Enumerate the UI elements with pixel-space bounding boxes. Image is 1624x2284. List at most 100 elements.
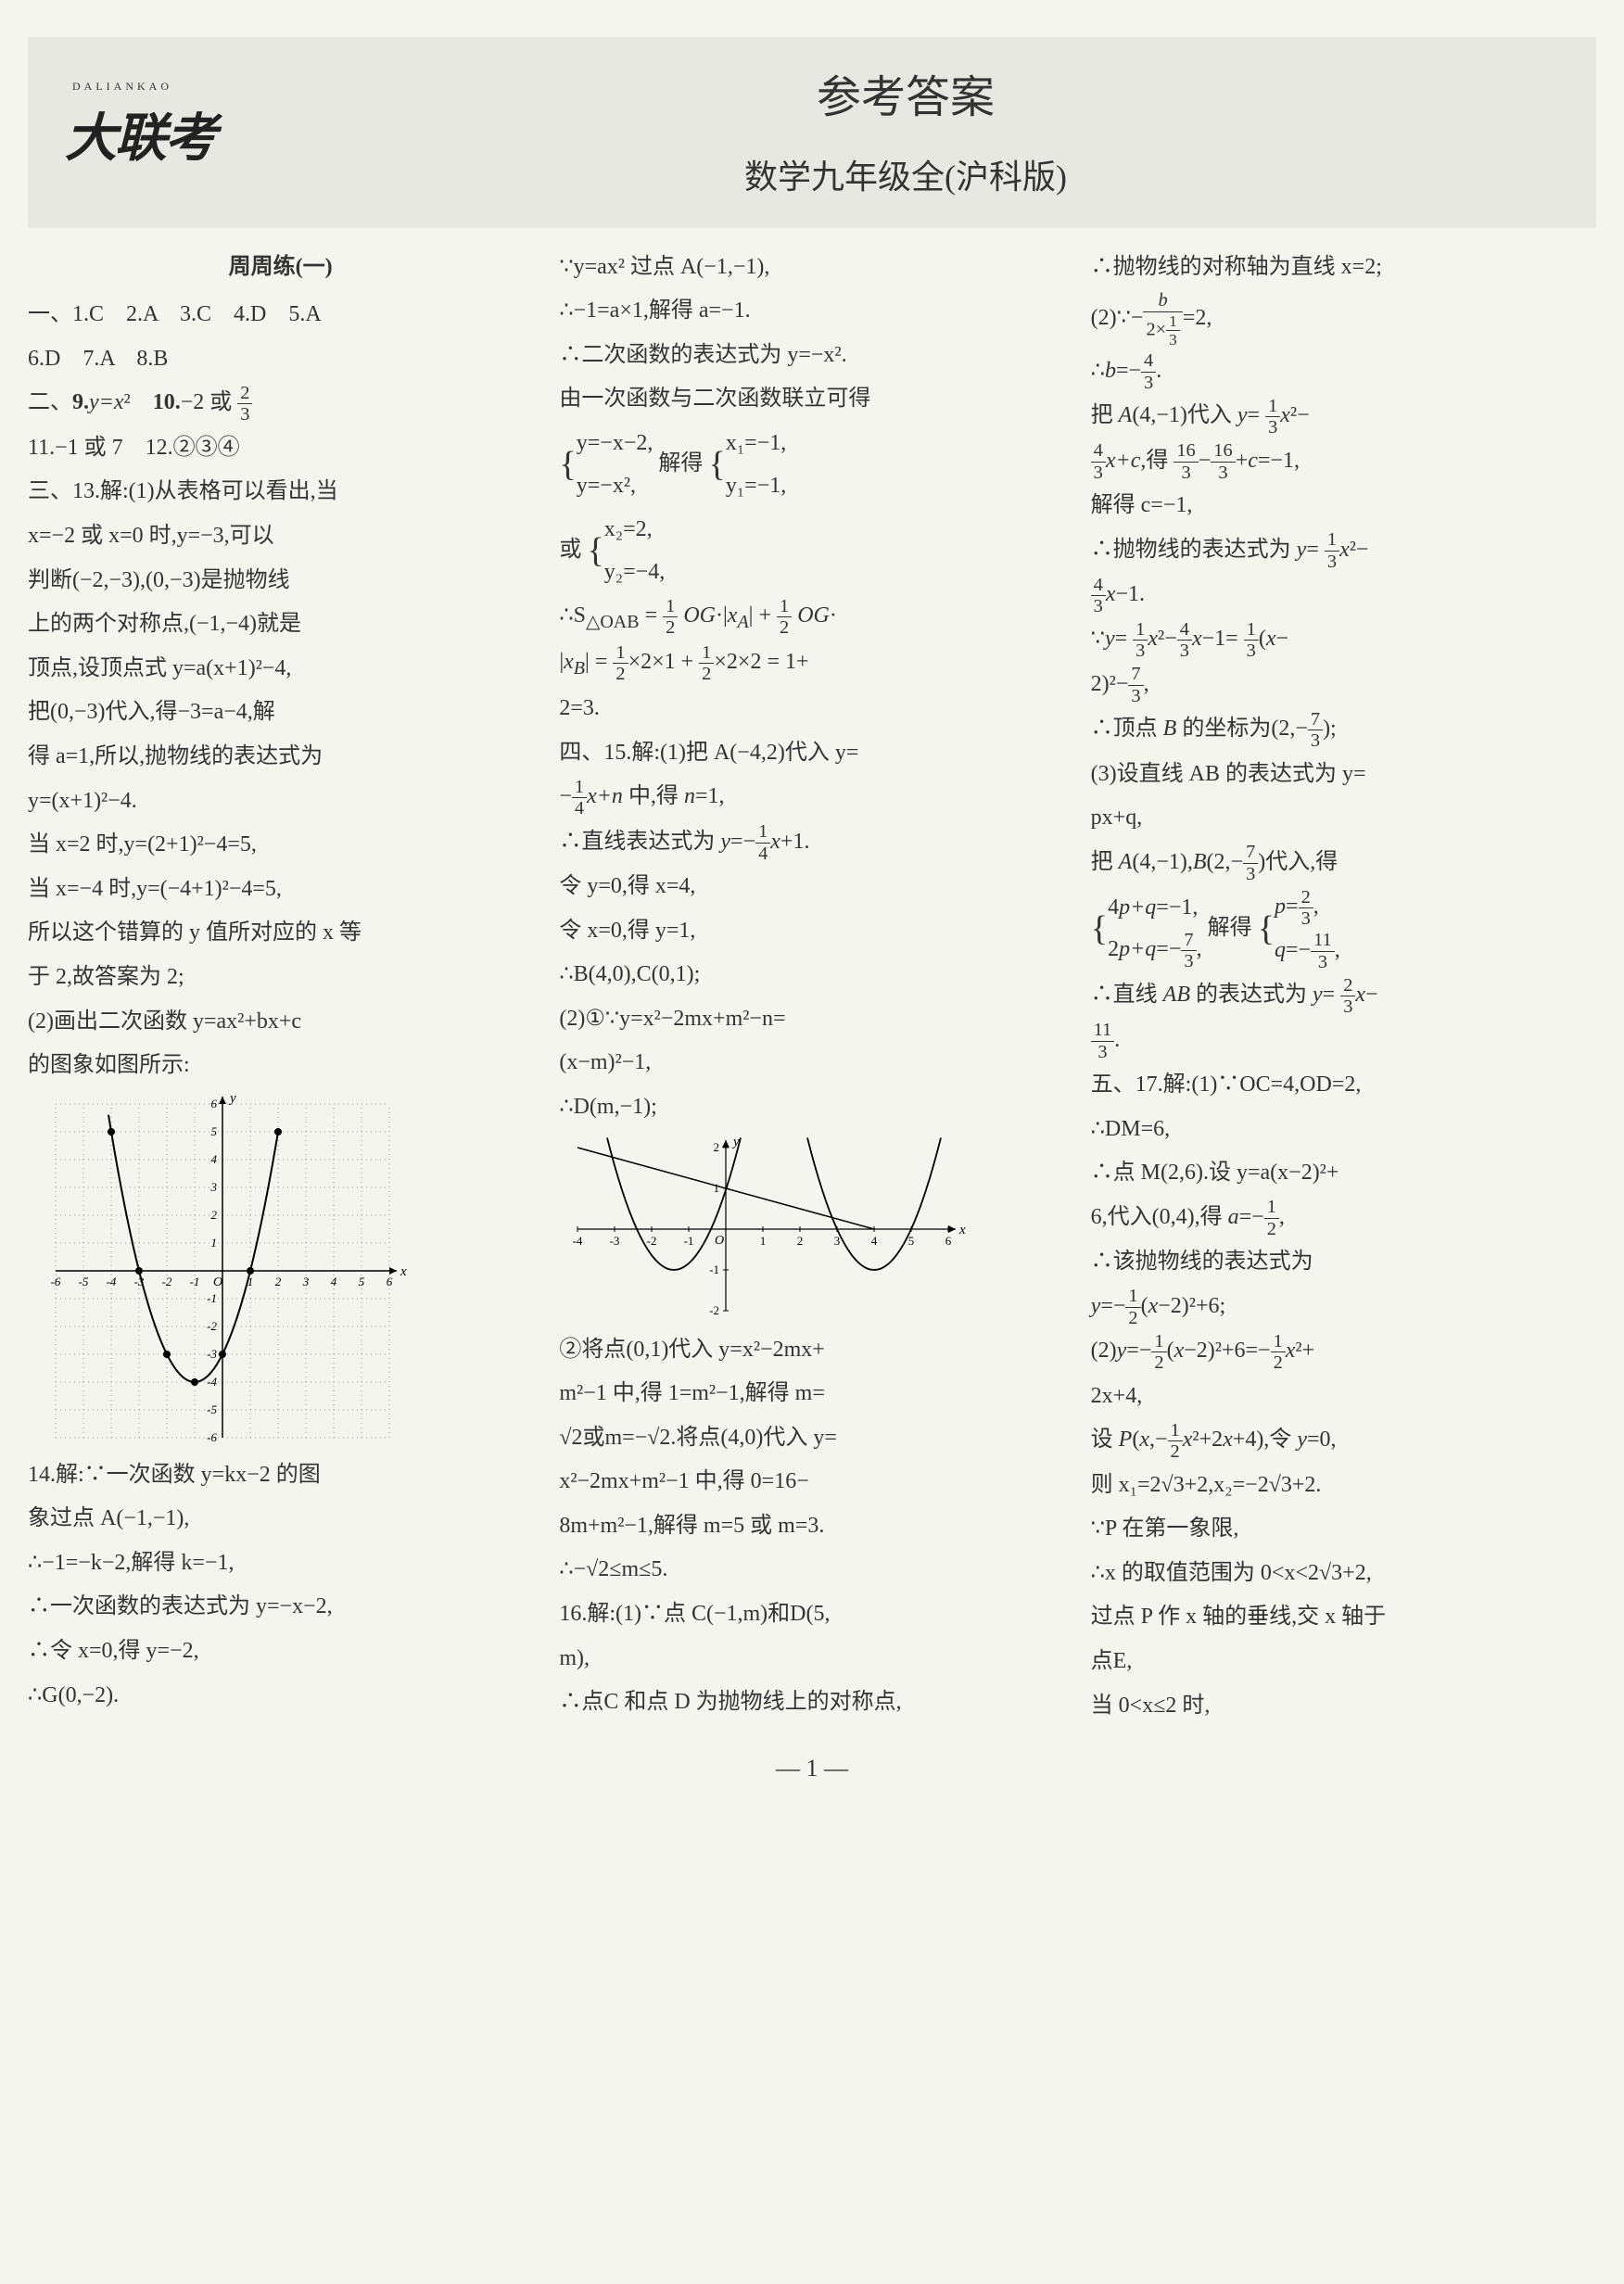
svg-text:-1: -1: [190, 1275, 200, 1288]
solution-text: ∴直线表达式为 y=−14x+1.: [559, 821, 1064, 864]
graph-svg: -6-5-4-3-2-1123456-6-5-4-3-2-1123456Oxy: [28, 1095, 417, 1447]
svg-text:x: x: [400, 1264, 407, 1279]
solution-text: (2)①∵y=x²−2mx+m²−n=: [559, 998, 1064, 1041]
solution-text: ∴抛物线的对称轴为直线 x=2;: [1091, 247, 1596, 289]
svg-text:1: 1: [211, 1236, 218, 1250]
svg-text:-2: -2: [207, 1319, 217, 1333]
solution-text: ∴顶点 B 的坐标为(2,−73);: [1091, 708, 1596, 751]
svg-text:-1: -1: [207, 1291, 217, 1305]
solution-text: 把 A(4,−1),B(2,−73)代入,得: [1091, 842, 1596, 884]
svg-text:6: 6: [945, 1234, 952, 1248]
solution-text: m²−1 中,得 1=m²−1,解得 m=: [559, 1373, 1064, 1415]
svg-text:-1: -1: [684, 1234, 694, 1248]
svg-text:x: x: [958, 1223, 966, 1237]
logo-pinyin: DALIANKAO: [72, 76, 215, 97]
solution-text: 五、17.解:(1)∵OC=4,OD=2,: [1091, 1064, 1596, 1107]
solution-text: ∴抛物线的表达式为 y= 13x²−: [1091, 529, 1596, 572]
page-subtitle: 数学九年级全(沪科版): [252, 146, 1559, 209]
solution-text: x=−2 或 x=0 时,y=−3,可以: [28, 515, 533, 558]
svg-text:5: 5: [908, 1234, 915, 1248]
solution-text: ②将点(0,1)代入 y=x²−2mx+: [559, 1329, 1064, 1372]
svg-text:-5: -5: [79, 1275, 89, 1288]
svg-text:y: y: [228, 1095, 236, 1106]
weekly-title: 周周练(一): [28, 247, 533, 289]
equation-system: { 4p+q=−1, 2p+q=−73, 解得 { p=23, q=−113,: [1091, 886, 1596, 972]
solution-text: 43x−1.: [1091, 574, 1596, 616]
solution-text: (2)∵−b2×13=2,: [1091, 290, 1596, 349]
page-title: 参考答案: [252, 56, 1559, 140]
solution-text: ∵y=ax² 过点 A(−1,−1),: [559, 247, 1064, 289]
solution-text: ∴点 M(2,6).设 y=a(x−2)²+: [1091, 1152, 1596, 1195]
solution-text: y=−12(x−2)²+6;: [1091, 1286, 1596, 1328]
solution-text: 2=3.: [559, 688, 1064, 730]
solution-text: y=(x+1)²−4.: [28, 780, 533, 823]
svg-text:3: 3: [302, 1275, 310, 1288]
svg-text:2: 2: [211, 1208, 218, 1222]
equation-system: { y=−x−2, y=−x², 解得 { x₁=−1, y₁=−1,: [559, 423, 1064, 507]
solution-text: 2)²−73,: [1091, 664, 1596, 706]
svg-text:1: 1: [760, 1234, 767, 1248]
solution-text: 把(0,−3)代入,得−3=a−4,解: [28, 692, 533, 734]
graph-svg: -4-3-2-1123456-2-112Oxy: [559, 1136, 967, 1322]
solution-text: 16.解:(1)∵点 C(−1,m)和D(5,: [559, 1593, 1064, 1636]
svg-text:2: 2: [797, 1234, 804, 1248]
solution-text: ∵y= 13x²−43x−1= 13(x−: [1091, 618, 1596, 661]
content-columns: 周周练(一) 一、1.C 2.A 3.C 4.D 5.A 6.D 7.A 8.B…: [28, 247, 1596, 1728]
solution-text: 三、13.解:(1)从表格可以看出,当: [28, 471, 533, 514]
solution-text: 113.: [1091, 1020, 1596, 1062]
solution-text: ∴令 x=0,得 y=−2,: [28, 1631, 533, 1673]
solution-text: 点E,: [1091, 1641, 1596, 1683]
solution-text: 令 x=0,得 y=1,: [559, 910, 1064, 953]
svg-text:3: 3: [210, 1180, 218, 1194]
solution-text: ∴点C 和点 D 为抛物线上的对称点,: [559, 1681, 1064, 1724]
solution-text: 当 x=−4 时,y=(−4+1)²−4=5,: [28, 869, 533, 911]
solution-text: 象过点 A(−1,−1),: [28, 1498, 533, 1541]
logo: 大联考: [65, 110, 215, 168]
svg-text:4: 4: [871, 1234, 878, 1248]
page-number: — 1 —: [28, 1745, 1596, 1791]
solution-text: (2)y=−12(x−2)²+6=−12x²+: [1091, 1330, 1596, 1373]
svg-text:-6: -6: [51, 1275, 61, 1288]
solution-text: 由一次函数与二次函数联立可得: [559, 378, 1064, 421]
svg-text:-4: -4: [573, 1234, 583, 1248]
svg-text:-4: -4: [207, 1375, 217, 1389]
solution-text: ∴B(4,0),C(0,1);: [559, 954, 1064, 996]
svg-text:-4: -4: [107, 1275, 117, 1288]
solution-text: ∴−1=−k−2,解得 k=−1,: [28, 1542, 533, 1585]
solution-text: ∴b=−43.: [1091, 350, 1596, 393]
solution-text: ∴x 的取值范围为 0<x<2√3+2,: [1091, 1553, 1596, 1595]
solution-text: 则 x₁=2√3+2,x₂=−2√3+2.: [1091, 1465, 1596, 1507]
svg-text:-6: -6: [207, 1430, 217, 1444]
graph-two-parabolas: -4-3-2-1123456-2-112Oxy: [559, 1136, 1064, 1322]
solution-text: 四、15.解:(1)把 A(−4,2)代入 y=: [559, 732, 1064, 775]
solution-text: −14x+n 中,得 n=1,: [559, 776, 1064, 818]
svg-text:-2: -2: [709, 1303, 719, 1317]
solution-text: 8m+m²−1,解得 m=5 或 m=3.: [559, 1505, 1064, 1548]
solution-text: ∴D(m,−1);: [559, 1086, 1064, 1129]
svg-text:-1: -1: [709, 1263, 719, 1276]
solution-text: 得 a=1,所以,抛物线的表达式为: [28, 736, 533, 779]
solution-text: (3)设直线 AB 的表达式为 y=: [1091, 754, 1596, 796]
answers-line: 6.D 7.A 8.B: [28, 338, 533, 381]
solution-text: 判断(−2,−3),(0,−3)是抛物线: [28, 560, 533, 603]
solution-text: 解得 c=−1,: [1091, 485, 1596, 527]
solution-text: x²−2mx+m²−1 中,得 0=16−: [559, 1461, 1064, 1504]
svg-text:6: 6: [387, 1275, 393, 1288]
svg-text:-2: -2: [647, 1234, 657, 1248]
solution-text: px+q,: [1091, 797, 1596, 840]
solution-text: 所以这个错算的 y 值所对应的 x 等: [28, 912, 533, 955]
solution-text: 43x+c,得 163−163+c=−1,: [1091, 440, 1596, 483]
svg-text:-3: -3: [207, 1347, 217, 1361]
solution-text: (x−m)²−1,: [559, 1042, 1064, 1085]
solution-text: ∴直线 AB 的表达式为 y= 23x−: [1091, 974, 1596, 1017]
solution-text: ∴二次函数的表达式为 y=−x².: [559, 335, 1064, 377]
solution-text: m),: [559, 1638, 1064, 1681]
solution-text: (2)画出二次函数 y=ax²+bx+c: [28, 1001, 533, 1044]
svg-text:-2: -2: [162, 1275, 172, 1288]
solution-text: ∴一次函数的表达式为 y=−x−2,: [28, 1586, 533, 1629]
solution-text: ∴DM=6,: [1091, 1109, 1596, 1151]
solution-text: 于 2,故答案为 2;: [28, 957, 533, 999]
logo-block: DALIANKAO 大联考: [65, 76, 215, 188]
answers-line: 11.−1 或 7 12.②③④: [28, 427, 533, 470]
svg-text:2: 2: [275, 1275, 282, 1288]
